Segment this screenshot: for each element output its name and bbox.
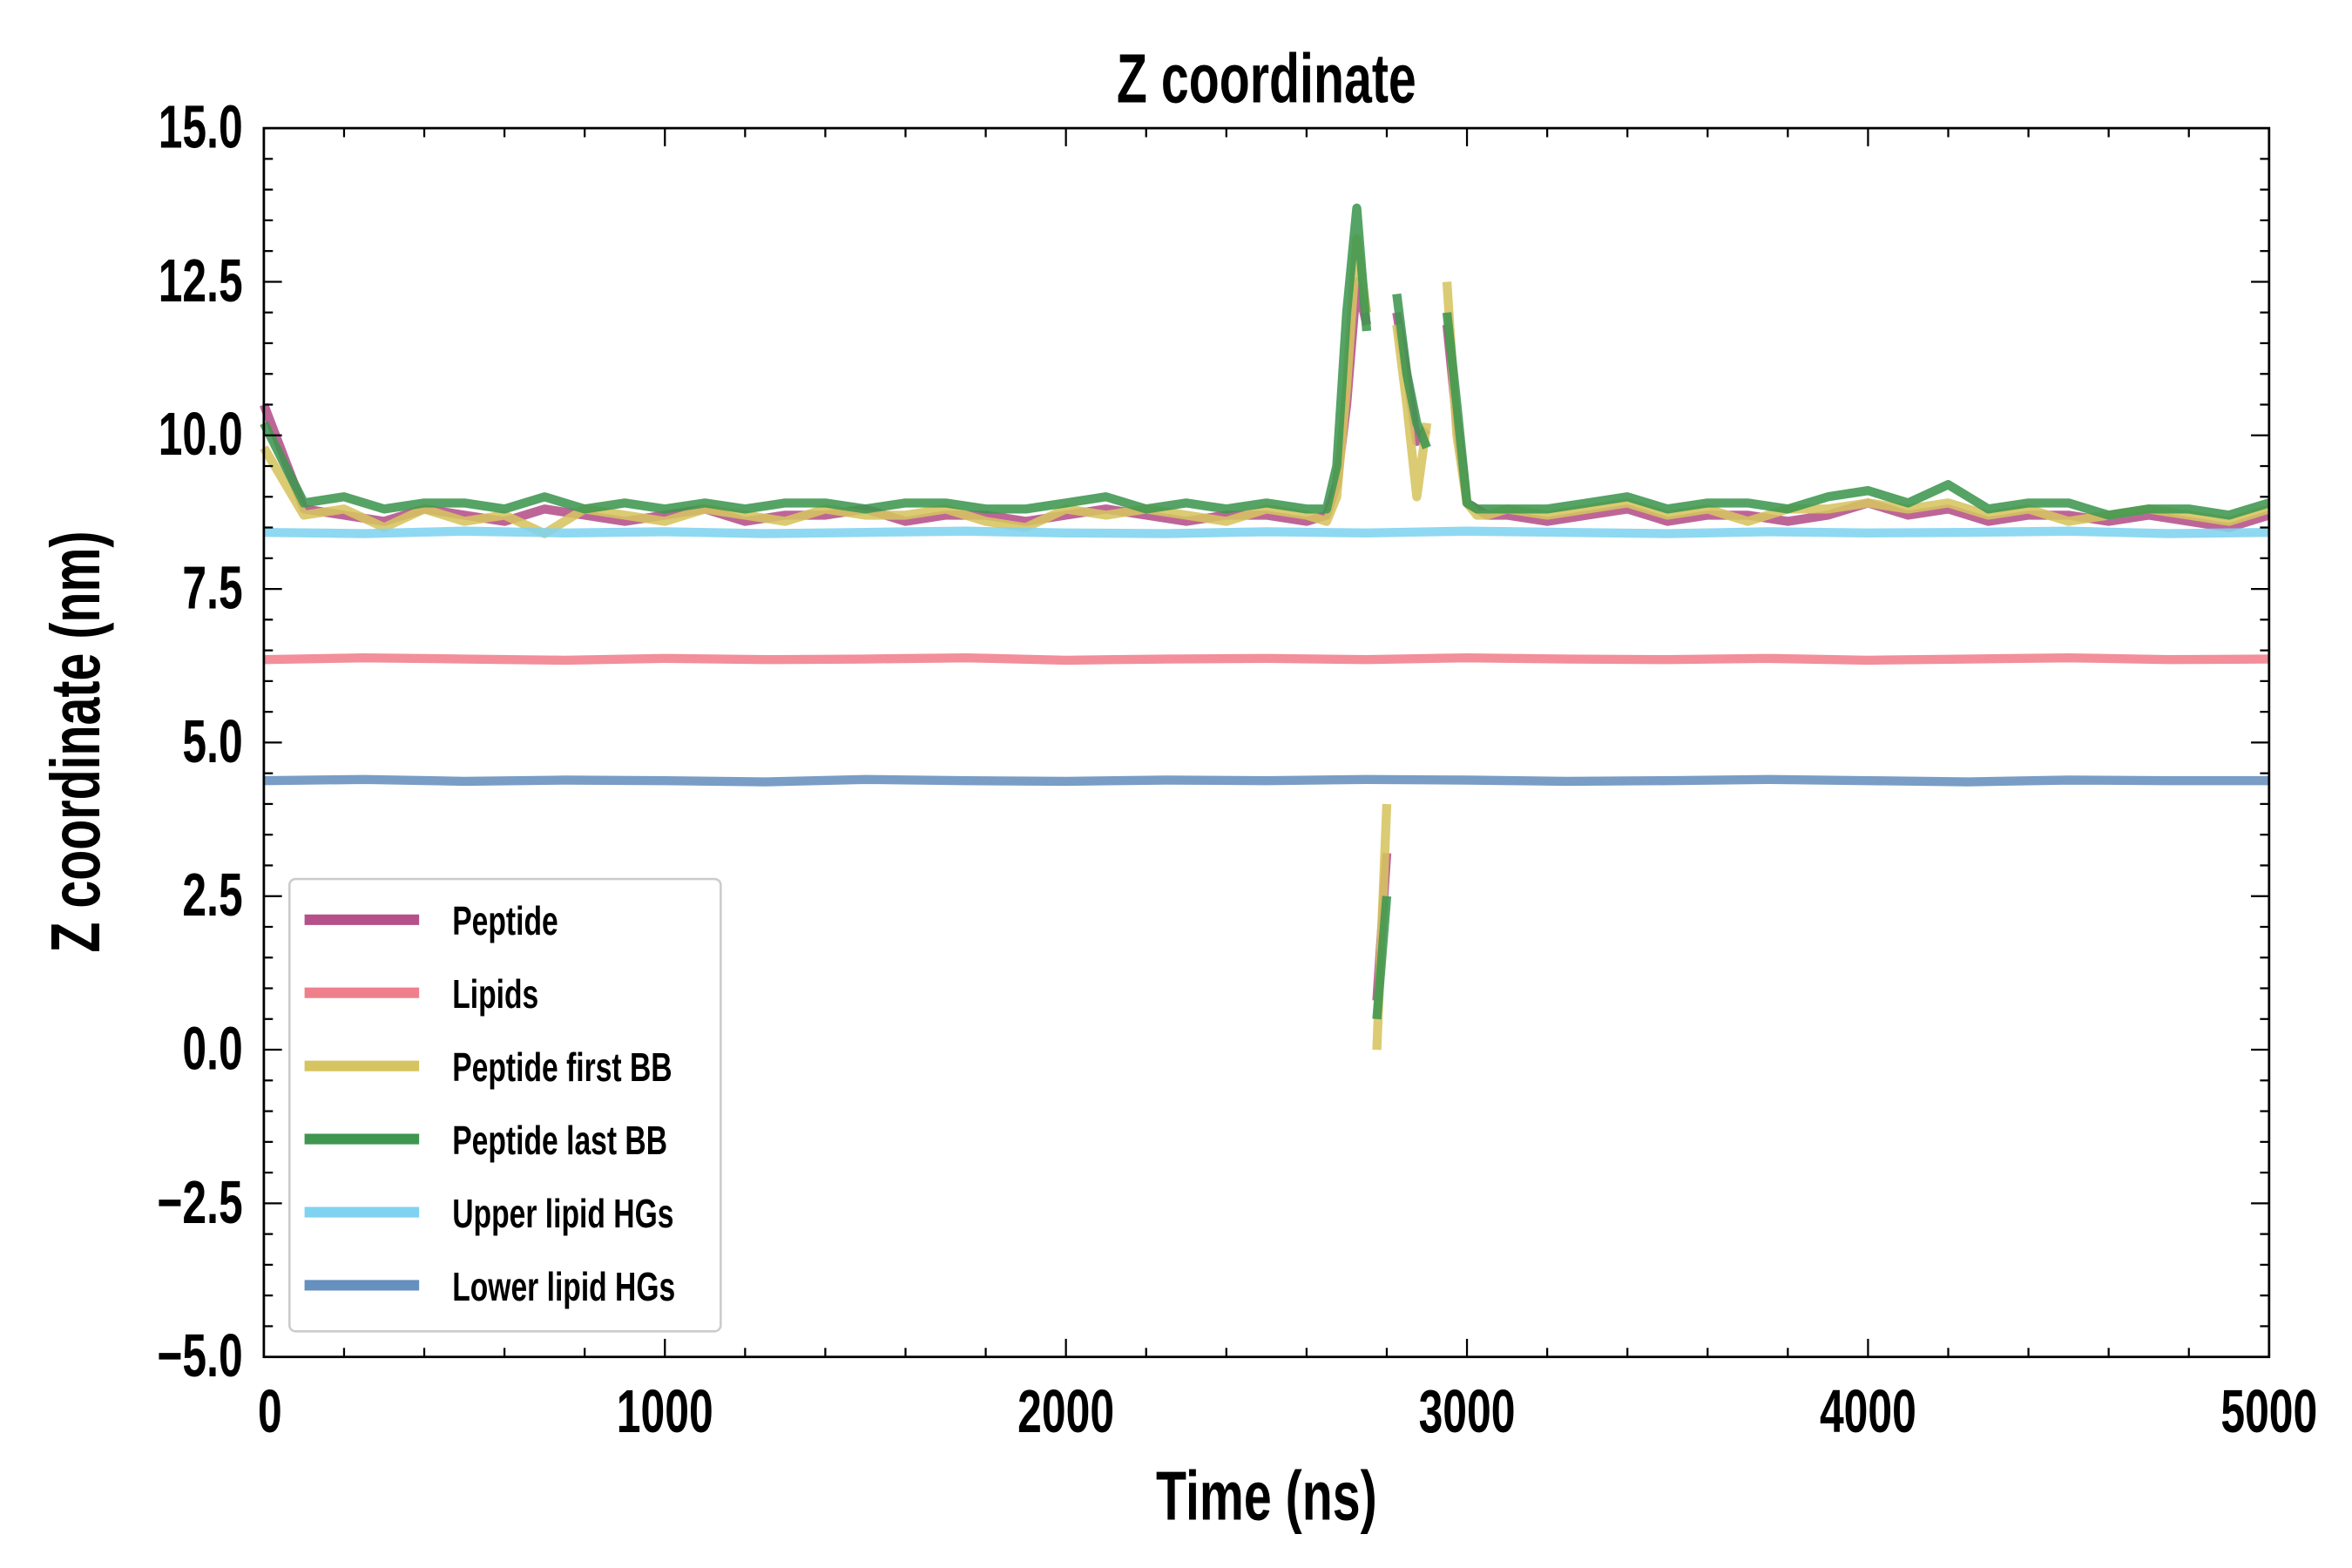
x-axis-label: Time (ns) bbox=[1156, 1457, 1377, 1535]
legend: Peptide Lipids Peptide first BB Peptide las… bbox=[288, 877, 722, 1333]
series-layer bbox=[260, 203, 2271, 1051]
y-axis-label: Z coordinate (nm) bbox=[37, 531, 114, 952]
series-line-upper-lipid-hgs bbox=[263, 526, 2269, 538]
x-tick-label: 3000 bbox=[1419, 1377, 1516, 1445]
legend-label: Peptide last BB bbox=[452, 1118, 667, 1163]
y-tick-label: −2.5 bbox=[157, 1168, 242, 1236]
x-tick-label: 5000 bbox=[2220, 1377, 2317, 1445]
y-tick-label: 10.0 bbox=[159, 400, 243, 468]
x-tick-label: 0 bbox=[258, 1377, 282, 1445]
y-tick-label: 0.0 bbox=[182, 1015, 242, 1083]
y-tick-label: −5.0 bbox=[157, 1321, 242, 1389]
y-tick-label: 5.0 bbox=[182, 707, 242, 775]
legend-label: Upper lipid HGs bbox=[452, 1191, 673, 1236]
legend-label: Peptide bbox=[452, 898, 558, 943]
chart-title: Z coordinate bbox=[1117, 40, 1416, 118]
ticks-layer: 0 1000 2000 3000 4000 5000 −5.0 −2.5 0.0 2.5 5.0 7.… bbox=[157, 93, 2317, 1446]
x-tick-label: 1000 bbox=[617, 1377, 713, 1445]
y-tick-label: 7.5 bbox=[182, 554, 242, 622]
y-tick-label: 2.5 bbox=[182, 861, 242, 929]
legend-label: Lower lipid HGs bbox=[452, 1264, 675, 1309]
y-tick-label: 12.5 bbox=[159, 247, 243, 314]
x-tick-label: 2000 bbox=[1017, 1377, 1114, 1445]
x-tick-label: 4000 bbox=[1820, 1377, 1916, 1445]
plot-frame bbox=[262, 126, 2271, 1359]
y-tick-label: 15.0 bbox=[159, 93, 243, 161]
series-line-lipids bbox=[263, 652, 2269, 666]
legend-label: Peptide first BB bbox=[452, 1044, 672, 1090]
series-line-peptide-last-bb bbox=[260, 203, 2271, 1020]
series-line-lower-lipid-hgs bbox=[263, 774, 2269, 787]
legend-label: Lipids bbox=[452, 971, 538, 1017]
